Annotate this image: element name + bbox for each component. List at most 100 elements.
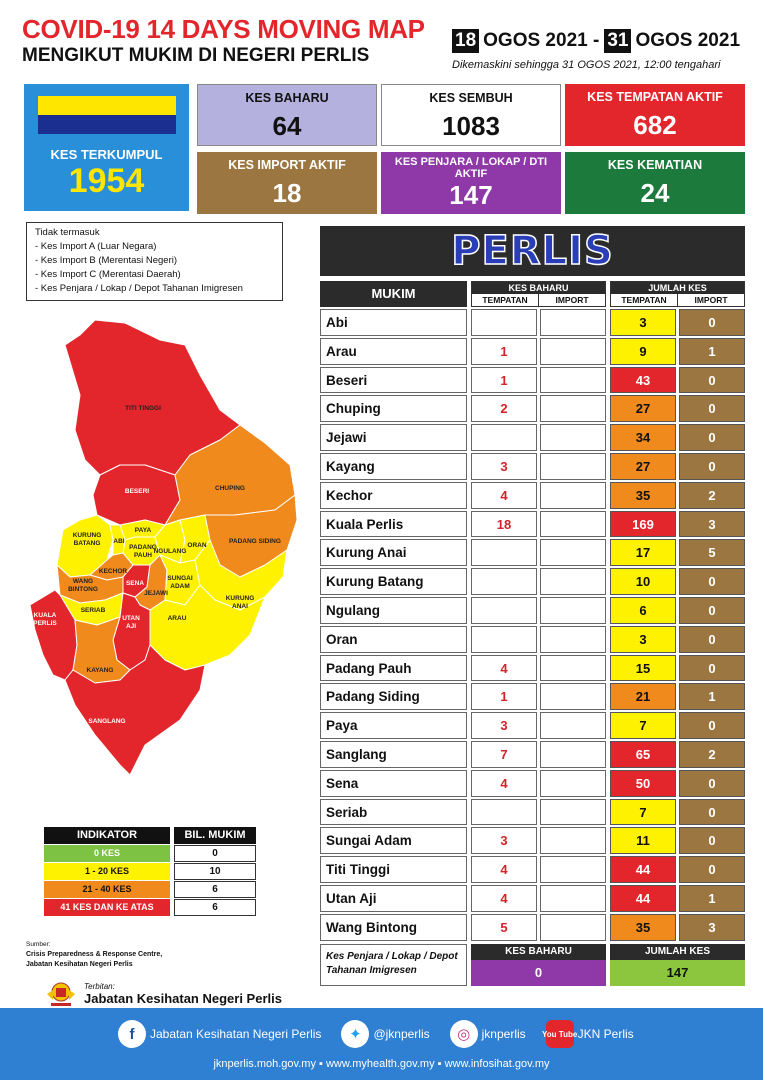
mukim-name: Wang Bintong: [320, 913, 467, 941]
baharu-tempatan: 3: [471, 452, 537, 480]
legend-header: INDIKATOR BIL. MUKIM: [44, 827, 256, 844]
jumlah-tempatan: 27: [610, 452, 676, 480]
jumlah-import: 1: [679, 683, 745, 711]
facebook-link[interactable]: f Jabatan Kesihatan Negeri Perlis: [118, 1020, 321, 1048]
baharu-import: [540, 625, 606, 653]
baharu-import: [540, 712, 606, 739]
sub-tempatan: TEMPATAN: [472, 294, 539, 306]
stat-label: KES BAHARU: [245, 91, 329, 105]
twitter-link[interactable]: ✦ @jknperlis: [341, 1020, 430, 1048]
baharu-tempatan: 18: [471, 510, 537, 538]
stat-value: 18: [272, 178, 302, 208]
table-row: Oran 3 0: [320, 625, 745, 653]
stat-value: 1083: [442, 111, 500, 141]
stat-label: KES IMPORT AKTIF: [228, 158, 346, 172]
table-row: Wang Bintong 5 35 3: [320, 913, 745, 941]
jumlah-tempatan: 65: [610, 740, 676, 768]
table-row: Arau 1 9 1: [320, 337, 745, 365]
jumlah-tempatan: 44: [610, 856, 676, 883]
baharu-import: [540, 510, 606, 538]
mukim-name: Seriab: [320, 798, 467, 826]
map-label: AJI: [126, 623, 136, 630]
col-group-baharu: KES BAHARU TEMPATAN IMPORT: [471, 281, 606, 307]
jumlah-import: 0: [679, 827, 745, 855]
jumlah-import: 0: [679, 366, 745, 394]
mukim-table: MUKIM KES BAHARU TEMPATAN IMPORT JUMLAH K…: [320, 281, 745, 943]
jumlah-import: 0: [679, 568, 745, 595]
map-label: BATANG: [74, 540, 101, 547]
baharu-import: [540, 452, 606, 480]
jumlah-tempatan: 10: [610, 568, 676, 595]
baharu-tempatan: [471, 424, 537, 451]
table-row: Paya 3 7 0: [320, 712, 745, 739]
table-row: Padang Siding 1 21 1: [320, 683, 745, 711]
youtube-icon: You Tube: [542, 1020, 577, 1048]
map-label: PAYA: [135, 527, 152, 534]
baharu-import: [540, 884, 606, 912]
map-label: NGULANG: [154, 548, 187, 555]
map-label: BESERI: [125, 488, 149, 495]
jumlah-tempatan: 35: [610, 913, 676, 941]
penjara-jumlah-head: JUMLAH KES: [610, 944, 745, 960]
exclusion-note: Tidak termasuk - Kes Import A (Luar Nega…: [26, 222, 283, 301]
map-svg: TITI TINGGI BESERI CHUPING PAYA KURUNG B…: [29, 319, 298, 776]
mukim-name: Kayang: [320, 452, 467, 480]
legend-row: 0 KES 0: [44, 845, 256, 862]
jumlah-tempatan: 34: [610, 424, 676, 451]
map-label: PERLIS: [33, 620, 57, 627]
map-label: KURUNG: [73, 532, 102, 539]
legend-count: 6: [174, 881, 256, 898]
instagram-link[interactable]: ◎ jknperlis: [449, 1020, 526, 1048]
youtube-link[interactable]: You Tube JKN Perlis: [542, 1020, 634, 1048]
footer-urls[interactable]: jknperlis.moh.gov.my ▪ www.myhealth.gov.…: [213, 1058, 550, 1070]
state-name: PERLIS: [450, 227, 614, 275]
baharu-import: [540, 913, 606, 941]
legend-label: 21 - 40 KES: [44, 881, 170, 898]
jumlah-import: 5: [679, 539, 745, 567]
baharu-tempatan: 2: [471, 395, 537, 423]
table-row: Kuala Perlis 18 169 3: [320, 510, 745, 538]
mukim-name: Kuala Perlis: [320, 510, 467, 538]
col-mukim: MUKIM: [320, 281, 467, 307]
jumlah-import: 1: [679, 337, 745, 365]
legend-count: 10: [174, 863, 256, 880]
penjara-section: Kes Penjara / Lokap / Depot Tahanan Imig…: [320, 944, 745, 986]
jumlah-import: 0: [679, 712, 745, 739]
twitter-icon: ✦: [341, 1020, 370, 1048]
map-label: PADANG: [129, 544, 157, 551]
jumlah-import: 0: [679, 625, 745, 653]
exclusion-item: - Kes Import B (Merentasi Negeri): [35, 255, 178, 266]
jumlah-tempatan: 44: [610, 884, 676, 912]
baharu-tempatan: 3: [471, 827, 537, 855]
legend-row: 41 KES DAN KE ATAS 6: [44, 899, 256, 916]
baharu-import: [540, 309, 606, 336]
indicator-legend: INDIKATOR BIL. MUKIM 0 KES 0 1 - 20 KES …: [44, 827, 256, 917]
jumlah-tempatan: 6: [610, 596, 676, 624]
stat-label: KES PENJARA / LOKAP / DTI AKTIF: [394, 156, 548, 180]
source-line: Jabatan Kesihatan Negeri Perlis: [26, 961, 133, 968]
mukim-name: Oran: [320, 625, 467, 653]
date-range: 18 OGOS 2021 - 31 OGOS 2021: [452, 29, 745, 53]
mukim-name: Padang Siding: [320, 683, 467, 711]
map-label: ANAI: [232, 603, 248, 610]
legend-count: 6: [174, 899, 256, 916]
legend-row: 21 - 40 KES 6: [44, 881, 256, 898]
map-label: KUALA: [34, 612, 57, 619]
penjara-baharu-value: 0: [471, 960, 606, 986]
mukim-name: Ngulang: [320, 596, 467, 624]
legend-label: 1 - 20 KES: [44, 863, 170, 880]
legend-count: 0: [174, 845, 256, 862]
jumlah-import: 3: [679, 913, 745, 941]
baharu-import: [540, 568, 606, 595]
stat-value: 682: [633, 110, 677, 140]
jumlah-import: 0: [679, 309, 745, 336]
baharu-import: [540, 337, 606, 365]
baharu-import: [540, 654, 606, 682]
stat-value: 64: [272, 111, 302, 141]
publisher: Terbitan: Jabatan Kesihatan Negeri Perli…: [44, 980, 282, 1008]
date-start-day: 18: [452, 29, 480, 53]
map-label: JEJAWI: [144, 590, 168, 597]
mukim-name: Paya: [320, 712, 467, 739]
baharu-tempatan: 4: [471, 769, 537, 797]
baharu-import: [540, 798, 606, 826]
